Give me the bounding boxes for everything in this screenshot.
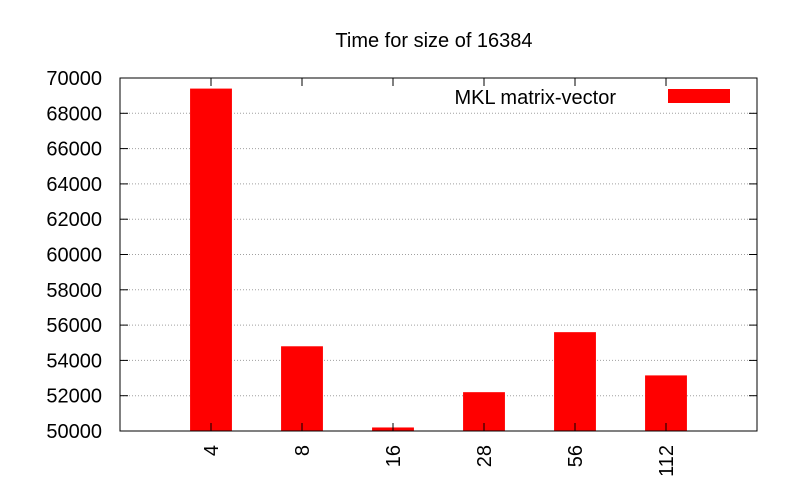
x-axis: 4 8 16 28 56 112: [201, 78, 678, 477]
bars: [190, 88, 687, 431]
y-tick-label: 70000: [46, 68, 102, 90]
grid-lines: [120, 112, 757, 397]
y-tick-label: 60000: [46, 245, 102, 267]
chart-title: Time for size of 16384: [335, 30, 532, 52]
y-tick-label: 56000: [46, 315, 102, 337]
y-tick-label: 62000: [46, 209, 102, 231]
x-tick-label: 16: [383, 445, 405, 467]
y-tick-label: 52000: [46, 386, 102, 408]
y-tick-label: 66000: [46, 139, 102, 161]
y-tick-label: 64000: [46, 174, 102, 196]
y-tick-label: 58000: [46, 280, 102, 302]
plot-frame: [119, 77, 758, 432]
legend-label: MKL matrix-vector: [454, 87, 616, 109]
x-tick-label: 56: [565, 445, 587, 467]
y-tick-label: 54000: [46, 350, 102, 372]
x-tick-label: 4: [201, 445, 223, 456]
bar-8: [281, 346, 323, 431]
bar-56: [554, 332, 596, 431]
y-axis: 50000 52000 54000 56000 58000 60000 62000 64000…: [46, 68, 757, 443]
y-tick-label: 50000: [46, 421, 102, 443]
x-tick-label: 8: [292, 445, 314, 456]
legend: MKL matrix-vector: [454, 87, 730, 109]
bar-112: [645, 375, 687, 431]
legend-swatch: [668, 89, 730, 103]
y-tick-label: 68000: [46, 103, 102, 125]
x-tick-label: 28: [474, 445, 496, 467]
bar-4: [190, 88, 232, 431]
x-tick-label: 112: [656, 445, 678, 477]
